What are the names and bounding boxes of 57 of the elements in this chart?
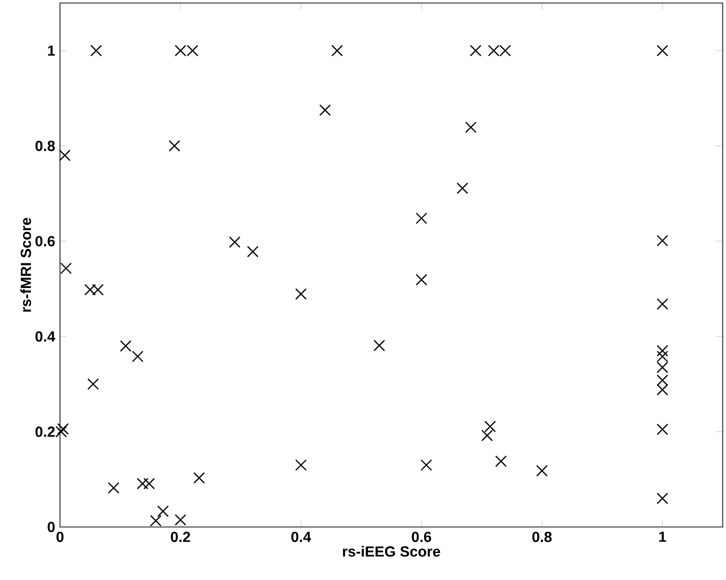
point xyxy=(108,482,120,494)
point xyxy=(319,104,331,116)
x-tick-label: 0.8 xyxy=(532,532,552,542)
point xyxy=(481,430,493,442)
point xyxy=(246,246,259,258)
point xyxy=(374,340,386,352)
point xyxy=(120,340,132,352)
point xyxy=(656,492,668,504)
point xyxy=(536,464,548,477)
point xyxy=(331,44,343,56)
point xyxy=(484,420,496,432)
y-tick-label: 0.4 xyxy=(35,331,56,342)
x-axis-title: rs-iEEG Score xyxy=(342,546,440,557)
x-tick-label: 0.2 xyxy=(170,532,190,542)
point xyxy=(87,378,99,390)
y-tick-label: 0 xyxy=(48,522,55,532)
point xyxy=(470,44,482,56)
x-tick-label: 0.6 xyxy=(412,532,432,542)
y-tick-label: 0.6 xyxy=(35,236,55,246)
point xyxy=(295,459,307,471)
point xyxy=(656,424,668,436)
y-tick-label: 0.2 xyxy=(35,426,55,437)
y-axis-title: rs-fMRI Score xyxy=(20,218,32,312)
point xyxy=(132,350,144,362)
point xyxy=(57,423,69,435)
point xyxy=(55,426,67,438)
y-tick-label: 1 xyxy=(48,46,55,56)
point xyxy=(656,350,668,362)
point xyxy=(656,44,668,56)
point xyxy=(228,236,240,248)
point xyxy=(59,150,71,162)
point xyxy=(656,362,668,374)
point xyxy=(656,298,668,310)
point xyxy=(465,122,477,134)
point xyxy=(420,459,432,471)
point xyxy=(416,212,428,224)
point xyxy=(150,515,162,527)
point xyxy=(656,234,668,246)
point xyxy=(174,514,186,526)
point xyxy=(495,455,507,468)
point xyxy=(416,274,428,286)
y-tick-label: 0.8 xyxy=(35,140,55,152)
point xyxy=(60,262,72,274)
point xyxy=(157,505,169,518)
point xyxy=(193,472,205,484)
point xyxy=(136,478,148,490)
point xyxy=(90,44,102,56)
point xyxy=(295,288,307,300)
x-tick-label: 1 xyxy=(659,532,666,542)
x-tick-label: 0 xyxy=(56,532,64,542)
point xyxy=(656,384,668,396)
point xyxy=(656,344,668,357)
point xyxy=(168,140,180,152)
point xyxy=(656,374,668,386)
point xyxy=(143,478,155,490)
x-tick-label: 0.4 xyxy=(291,532,312,542)
point xyxy=(456,182,468,194)
